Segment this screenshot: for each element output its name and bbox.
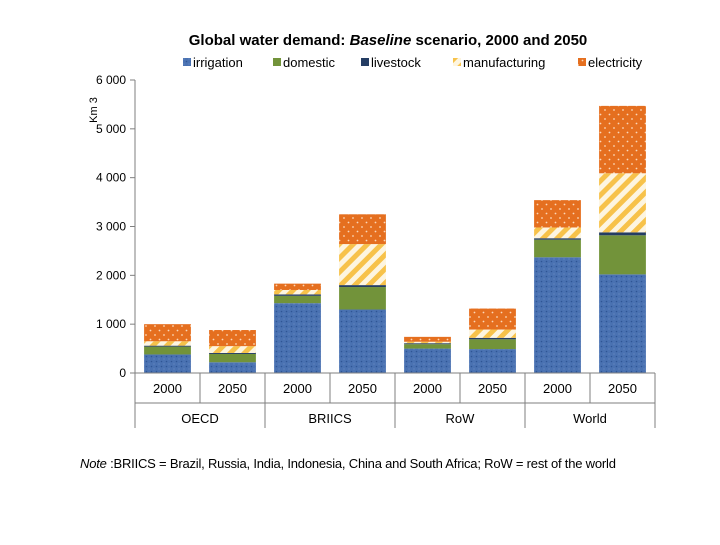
bar-segment-livestock: [599, 232, 646, 236]
bar-segment-livestock: [339, 285, 386, 288]
bar-segment-electricity: [599, 105, 646, 174]
legend-label-irrigation: irrigation: [193, 55, 243, 70]
y-tick-label: 0: [119, 366, 126, 380]
bar-segment-electricity: [274, 283, 321, 290]
legend-swatch-manufacturing: [453, 58, 461, 66]
y-tick-label: 3 000: [96, 220, 126, 234]
legend-swatch-electricity: [578, 58, 586, 66]
bars: [144, 105, 646, 373]
y-axis: 0 1 000 2 000 3 000 4 000 5 000 6 000: [96, 73, 136, 380]
bar-segment-irrigation: [209, 362, 256, 373]
bar-segment-electricity: [404, 336, 451, 342]
legend-label-manufacturing: manufacturing: [463, 55, 545, 70]
bar-segment-domestic: [469, 339, 516, 350]
group-label: OECD: [181, 411, 219, 426]
bar-segment-electricity: [144, 324, 191, 342]
x-tick-label: 2000: [543, 381, 572, 396]
bar-segment-domestic: [274, 295, 321, 304]
bar-segment-livestock: [534, 238, 581, 240]
bar-segment-irrigation: [144, 354, 191, 373]
x-tick-label: 2050: [608, 381, 637, 396]
bar-segment-irrigation: [274, 303, 321, 373]
bar-segment-livestock: [144, 345, 191, 347]
y-axis-label: Km 3: [88, 97, 100, 123]
bar-segment-irrigation: [339, 309, 386, 373]
legend-swatch-livestock: [361, 58, 369, 66]
y-tick-label: 2 000: [96, 268, 126, 282]
bar-segment-irrigation: [599, 274, 646, 373]
x-tick-label: 2050: [478, 381, 507, 396]
bar-segment-livestock: [209, 352, 256, 354]
note-text: :BRIICS = Brazil, Russia, India, Indones…: [106, 456, 616, 471]
bar-segment-domestic: [599, 235, 646, 275]
bar-segment-irrigation: [404, 348, 451, 373]
bar-segment-domestic: [404, 344, 451, 349]
bar-segment-livestock: [274, 294, 321, 296]
bar-segment-manufacturing: [144, 341, 191, 346]
x-tick-label: 2050: [348, 381, 377, 396]
x-tick-label: 2000: [153, 381, 182, 396]
bar-segment-livestock: [404, 343, 451, 345]
note-label: Note: [80, 456, 107, 471]
bar-segment-manufacturing: [534, 227, 581, 239]
bar-segment-manufacturing: [339, 244, 386, 286]
chart-title: Global water demand: Baseline scenario, …: [189, 32, 588, 49]
legend-label-domestic: domestic: [283, 55, 336, 70]
legend-label-electricity: electricity: [588, 55, 643, 70]
legend-swatch-domestic: [273, 58, 281, 66]
bar-segment-livestock: [469, 337, 516, 340]
group-label: RoW: [446, 411, 476, 426]
bar-segment-manufacturing: [404, 341, 451, 344]
x-tick-label: 2050: [218, 381, 247, 396]
bar-segment-manufacturing: [599, 173, 646, 233]
bar-segment-manufacturing: [209, 346, 256, 353]
bar-segment-electricity: [209, 330, 256, 347]
legend: irrigation domestic livestock manufacturing…: [183, 55, 643, 70]
bar-segment-domestic: [534, 239, 581, 258]
bar-segment-electricity: [534, 200, 581, 228]
bar-segment-manufacturing: [274, 289, 321, 295]
legend-label-livestock: livestock: [371, 55, 421, 70]
y-tick-label: 1 000: [96, 317, 126, 331]
x-tick-label: 2000: [283, 381, 312, 396]
y-tick-label: 5 000: [96, 122, 126, 136]
bar-segment-domestic: [144, 346, 191, 355]
bar-segment-electricity: [339, 214, 386, 245]
footnote: Note :BRIICS = Brazil, Russia, India, In…: [80, 456, 700, 471]
legend-swatch-irrigation: [183, 58, 191, 66]
bar-segment-electricity: [469, 308, 516, 330]
y-tick-label: 6 000: [96, 73, 126, 87]
bar-segment-irrigation: [534, 257, 581, 373]
group-label: World: [573, 411, 607, 426]
y-tick-label: 4 000: [96, 171, 126, 185]
bar-segment-domestic: [209, 353, 256, 363]
bar-segment-irrigation: [469, 349, 516, 373]
bar-segment-manufacturing: [469, 329, 516, 338]
x-tick-label: 2000: [413, 381, 442, 396]
bar-segment-domestic: [339, 287, 386, 310]
x-axis: 2000 2050 2000 2050 2000 2050 2000 2050 OECD BRII…: [134, 372, 656, 428]
group-label: BRIICS: [308, 411, 352, 426]
